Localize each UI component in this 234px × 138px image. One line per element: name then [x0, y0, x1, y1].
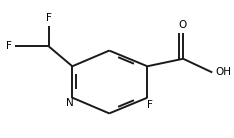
Text: N: N — [66, 98, 74, 108]
Text: O: O — [178, 20, 186, 30]
Text: F: F — [46, 13, 52, 22]
Text: OH: OH — [216, 67, 232, 77]
Text: F: F — [147, 100, 153, 110]
Text: F: F — [6, 41, 12, 51]
